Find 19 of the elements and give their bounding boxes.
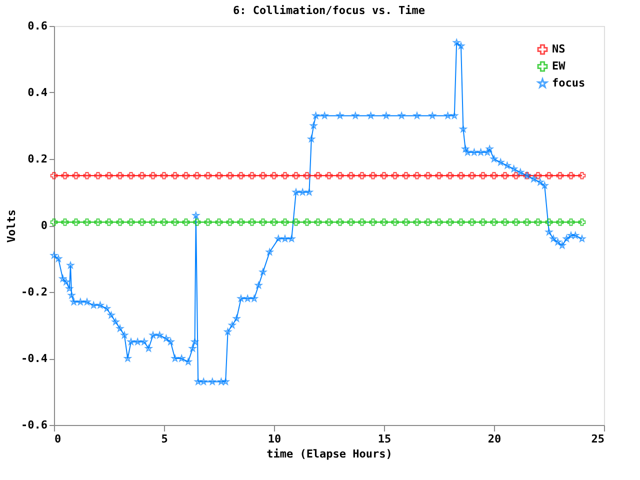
y-axis-title: Volts	[5, 209, 18, 243]
legend-label: NS	[552, 42, 566, 56]
x-tick-label: 10	[268, 432, 282, 446]
x-tick-label: 0	[54, 432, 62, 446]
x-axis-title: time (Elapse Hours)	[266, 448, 392, 460]
y-tick-label: 0.2	[28, 152, 48, 166]
y-tick-label: 0	[40, 219, 48, 232]
legend-label: focus	[552, 76, 586, 90]
chart-title: 6: Collimation/focus vs. Time	[232, 4, 426, 17]
y-tick-label: 0.6	[28, 20, 48, 32]
y-tick-label: -0.6	[21, 418, 48, 432]
y-tick-label: -0.4	[21, 352, 48, 365]
x-tick-label: 20	[488, 432, 502, 446]
x-tick-label: 5	[161, 432, 168, 446]
y-tick-label: -0.2	[21, 286, 48, 298]
y-tick-label: 0.4	[28, 86, 48, 99]
x-tick-label: 15	[378, 432, 392, 446]
x-tick-label: 25	[591, 432, 604, 446]
legend-label: EW	[552, 60, 566, 72]
